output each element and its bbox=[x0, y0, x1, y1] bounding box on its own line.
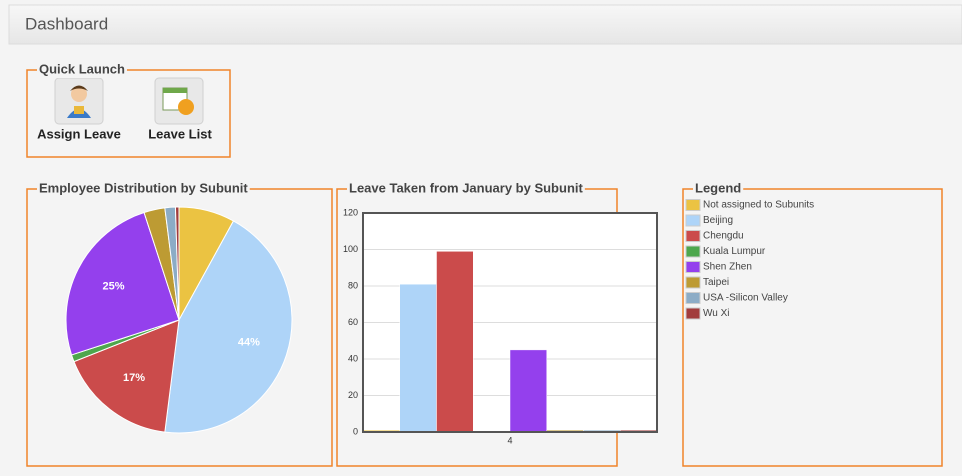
pie-slice bbox=[174, 206, 180, 321]
x-tick-label: 4 bbox=[507, 435, 512, 445]
y-tick-label: 20 bbox=[348, 390, 358, 400]
legend-swatch bbox=[685, 230, 701, 242]
bar bbox=[509, 349, 547, 433]
pie-panel-title-bg bbox=[37, 181, 250, 197]
legend-swatch bbox=[685, 276, 701, 289]
legend-label: Beijing bbox=[703, 215, 733, 226]
quick-launch-label[interactable]: Assign Leave bbox=[37, 126, 121, 141]
legend-label: USA -Silicon Valley bbox=[703, 293, 788, 304]
legend-swatch bbox=[685, 245, 701, 258]
bar-panel-title: Leave Taken from January by Subunit bbox=[349, 180, 583, 195]
legend-label: Not assigned to Subunits bbox=[703, 200, 814, 211]
legend-swatch bbox=[685, 214, 701, 227]
quick-launch-title-bg bbox=[37, 62, 127, 78]
pie-panel-title: Employee Distribution by Subunit bbox=[39, 180, 248, 195]
plot-frame bbox=[362, 212, 658, 433]
legend-label: Shen Zhen bbox=[703, 262, 752, 273]
y-tick-label: 60 bbox=[348, 317, 358, 327]
legend-swatch bbox=[685, 199, 701, 211]
legend-label: Wu Xi bbox=[703, 308, 730, 319]
legend-label: Chengdu bbox=[703, 231, 744, 242]
legend-panel-title: Legend bbox=[695, 180, 741, 195]
y-tick-label: 40 bbox=[348, 353, 358, 363]
quick-launch-label[interactable]: Leave List bbox=[148, 126, 212, 141]
legend-swatch bbox=[685, 261, 701, 273]
y-tick-label: 120 bbox=[343, 207, 358, 217]
y-tick-label: 0 bbox=[353, 426, 358, 436]
pie-label: 44% bbox=[238, 337, 260, 349]
bar bbox=[436, 251, 474, 433]
legend-label: Taipei bbox=[703, 277, 729, 288]
bar bbox=[399, 283, 437, 433]
legend-swatch bbox=[685, 292, 701, 304]
legend-panel-border bbox=[682, 188, 943, 467]
pie-slice bbox=[164, 220, 293, 434]
y-tick-label: 80 bbox=[348, 280, 358, 290]
legend-panel-title-bg bbox=[693, 181, 744, 197]
bar-panel-title-bg bbox=[347, 181, 585, 197]
page-title: Dashboard bbox=[25, 14, 108, 33]
legend-label: Kuala Lumpur bbox=[703, 246, 766, 257]
quick-launch-title: Quick Launch bbox=[39, 61, 125, 76]
pie-slice bbox=[65, 211, 180, 356]
pie-slice bbox=[73, 319, 180, 433]
header-bar bbox=[8, 4, 962, 45]
legend-swatch bbox=[685, 307, 701, 320]
pie-label: 17% bbox=[123, 372, 145, 384]
pie-label: 25% bbox=[103, 281, 125, 293]
quick-launch-border bbox=[26, 69, 231, 158]
quick-launch-icons bbox=[54, 77, 204, 125]
y-tick-label: 100 bbox=[343, 244, 358, 254]
